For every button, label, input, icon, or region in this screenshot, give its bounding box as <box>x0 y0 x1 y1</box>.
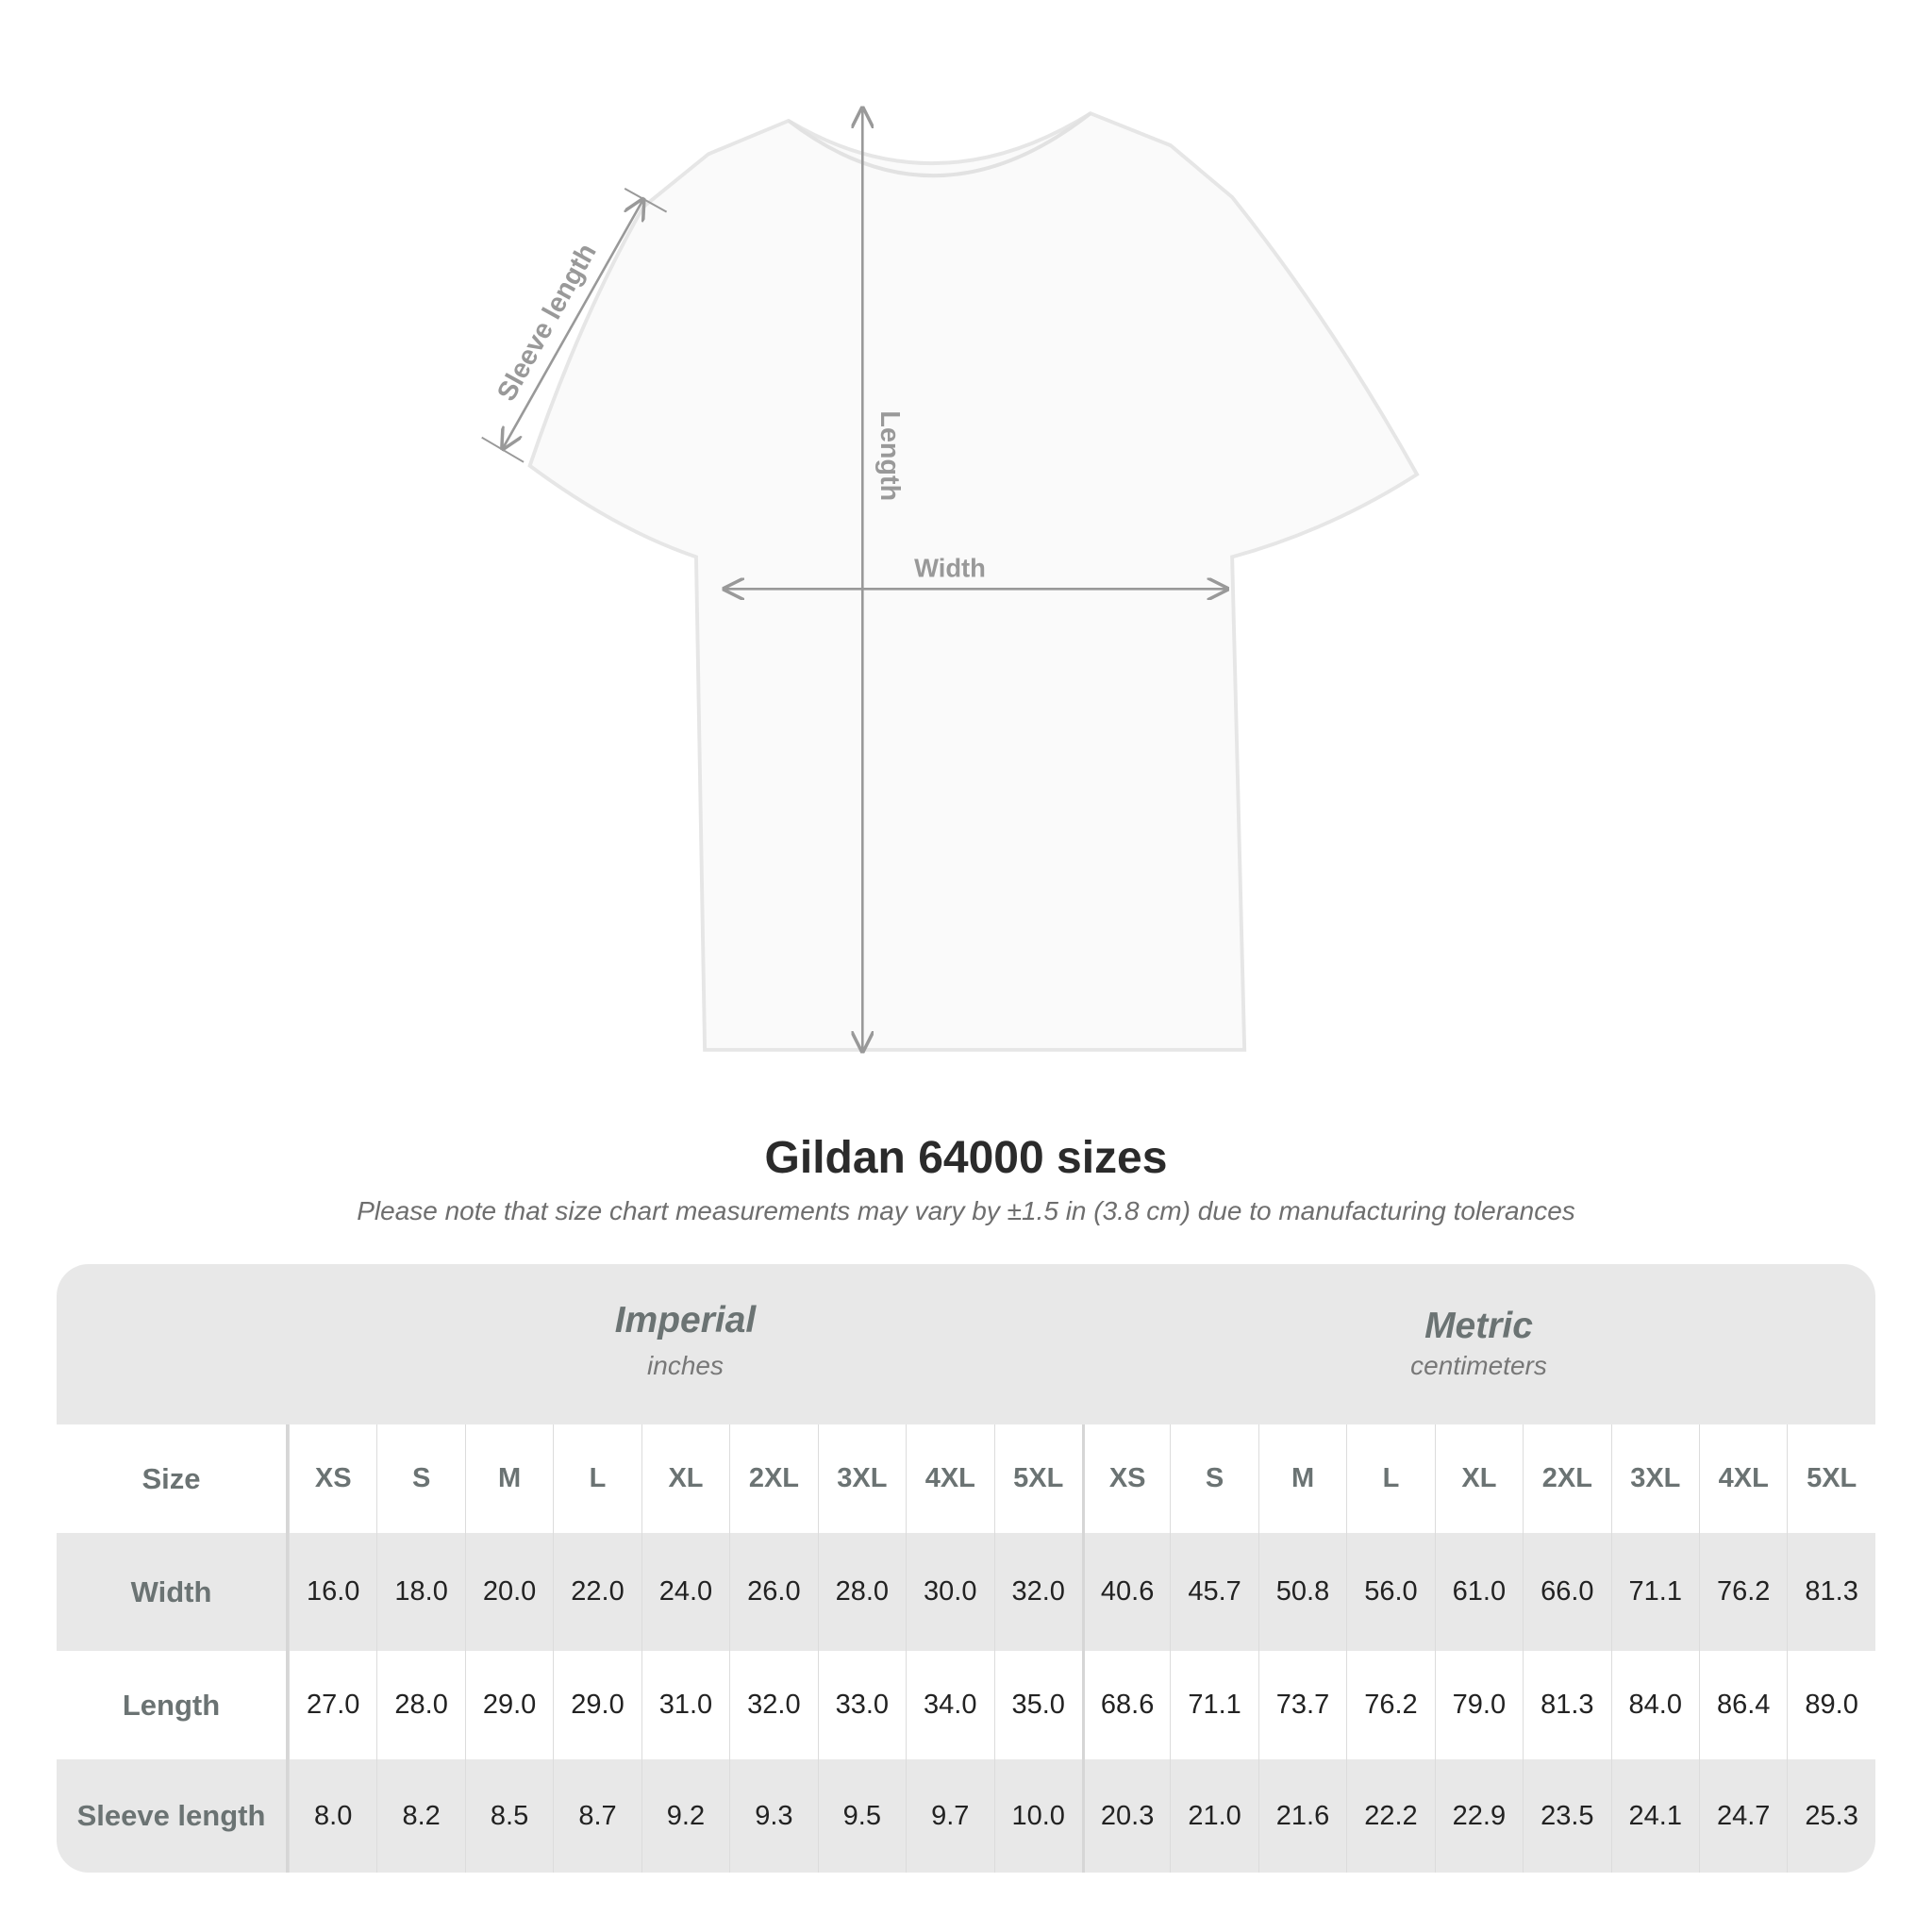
size-header-cell: 5XL <box>993 1424 1082 1533</box>
value-cell: 50.8 <box>1257 1533 1346 1651</box>
row-label: Size <box>57 1424 289 1533</box>
value-cell: 8.2 <box>376 1759 464 1873</box>
size-header-cell: XS <box>289 1424 376 1533</box>
value-cell: 18.0 <box>376 1533 464 1651</box>
value-cell: 22.2 <box>1346 1759 1434 1873</box>
value-cell: 32.0 <box>993 1533 1082 1651</box>
size-header-cell: XL <box>641 1424 729 1533</box>
width-label: Width <box>914 553 986 582</box>
value-cell: 8.7 <box>553 1759 641 1873</box>
value-cell: 21.0 <box>1170 1759 1257 1873</box>
value-cell: 27.0 <box>289 1651 376 1759</box>
size-table: Imperial inches Metric centimeters Size X… <box>57 1264 1875 1873</box>
size-header-cell: L <box>553 1424 641 1533</box>
value-cell: 73.7 <box>1257 1651 1346 1759</box>
value-cell: 71.1 <box>1170 1651 1257 1759</box>
value-cell: 9.3 <box>729 1759 817 1873</box>
row-label: Width <box>57 1533 289 1651</box>
value-cell: 20.3 <box>1081 1759 1170 1873</box>
row-label: Length <box>57 1651 289 1759</box>
value-cell: 34.0 <box>906 1651 993 1759</box>
value-cell: 9.5 <box>817 1759 906 1873</box>
value-cell: 24.7 <box>1699 1759 1787 1873</box>
size-header-cell: XS <box>1081 1424 1170 1533</box>
metric-header: Metric centimeters <box>1082 1264 1875 1424</box>
value-cell: 66.0 <box>1523 1533 1610 1651</box>
page-title: Gildan 64000 sizes <box>764 1133 1168 1183</box>
value-cell: 8.0 <box>289 1759 376 1873</box>
size-header-cell: 4XL <box>906 1424 993 1533</box>
value-cell: 9.7 <box>906 1759 993 1873</box>
size-header-cell: L <box>1346 1424 1434 1533</box>
value-cell: 84.0 <box>1610 1651 1699 1759</box>
size-header-cell: 3XL <box>1610 1424 1699 1533</box>
value-cell: 79.0 <box>1434 1651 1523 1759</box>
size-header-cell: M <box>1257 1424 1346 1533</box>
value-cell: 76.2 <box>1346 1651 1434 1759</box>
tolerance-note: Please note that size chart measurements… <box>357 1196 1575 1225</box>
value-cell: 29.0 <box>553 1651 641 1759</box>
value-cell: 24.0 <box>641 1533 729 1651</box>
value-cell: 28.0 <box>376 1651 464 1759</box>
value-cell: 22.0 <box>553 1533 641 1651</box>
value-cell: 40.6 <box>1081 1533 1170 1651</box>
value-cell: 81.3 <box>1523 1651 1610 1759</box>
size-header-cell: S <box>376 1424 464 1533</box>
value-cell: 30.0 <box>906 1533 993 1651</box>
value-cell: 10.0 <box>993 1759 1082 1873</box>
value-cell: 86.4 <box>1699 1651 1787 1759</box>
value-cell: 81.3 <box>1787 1533 1874 1651</box>
value-cell: 8.5 <box>464 1759 553 1873</box>
value-cell: 32.0 <box>729 1651 817 1759</box>
value-cell: 26.0 <box>729 1533 817 1651</box>
value-cell: 76.2 <box>1699 1533 1787 1651</box>
collar <box>787 111 1092 178</box>
value-cell: 68.6 <box>1081 1651 1170 1759</box>
size-header-cell: 2XL <box>729 1424 817 1533</box>
size-header-cell: 5XL <box>1787 1424 1874 1533</box>
value-cell: 23.5 <box>1523 1759 1610 1873</box>
size-header-cell: S <box>1170 1424 1257 1533</box>
size-header-row: Size XS S M L XL 2XL 3XL 4XL 5XL XS S M L XL 2XL 3XL 4XL 5… <box>57 1424 1875 1533</box>
value-cell: 28.0 <box>817 1533 906 1651</box>
size-header-cell: M <box>464 1424 553 1533</box>
value-cell: 56.0 <box>1346 1533 1434 1651</box>
sleeve-tick <box>624 187 668 213</box>
size-header-cell: XL <box>1434 1424 1523 1533</box>
sleeve-arrow <box>503 200 643 449</box>
size-header-cell: 4XL <box>1699 1424 1787 1533</box>
sleeve-tick <box>481 436 525 463</box>
size-header-cell: 2XL <box>1523 1424 1610 1533</box>
imperial-unit: inches <box>647 1351 724 1380</box>
imperial-header: Imperial inches <box>289 1264 1082 1424</box>
metric-title: Metric <box>1424 1306 1533 1346</box>
value-cell: 21.6 <box>1257 1759 1346 1873</box>
value-cell: 71.1 <box>1610 1533 1699 1651</box>
value-cell: 9.2 <box>641 1759 729 1873</box>
value-cell: 45.7 <box>1170 1533 1257 1651</box>
value-cell: 20.0 <box>464 1533 553 1651</box>
value-cell: 89.0 <box>1787 1651 1874 1759</box>
value-cell: 29.0 <box>464 1651 553 1759</box>
row-label: Sleeve length <box>57 1759 289 1873</box>
value-cell: 22.9 <box>1434 1759 1523 1873</box>
value-cell: 61.0 <box>1434 1533 1523 1651</box>
value-cell: 24.1 <box>1610 1759 1699 1873</box>
value-cell: 16.0 <box>289 1533 376 1651</box>
imperial-title: Imperial <box>614 1300 757 1341</box>
value-cell: 31.0 <box>641 1651 729 1759</box>
table-row: Sleeve length 8.0 8.2 8.5 8.7 9.2 9.3 9.5 9.7 10.… <box>57 1759 1875 1873</box>
length-label: Length <box>874 410 905 501</box>
size-header-cell: 3XL <box>817 1424 906 1533</box>
value-cell: 33.0 <box>817 1651 906 1759</box>
table-row: Width 16.0 18.0 20.0 22.0 24.0 26.0 28.0 30.0 32.… <box>57 1533 1875 1651</box>
value-cell: 35.0 <box>993 1651 1082 1759</box>
value-cell: 25.3 <box>1787 1759 1874 1873</box>
table-row: Length 27.0 28.0 29.0 29.0 31.0 32.0 33.0 34.0 35… <box>57 1651 1875 1759</box>
metric-unit: centimeters <box>1410 1351 1547 1380</box>
